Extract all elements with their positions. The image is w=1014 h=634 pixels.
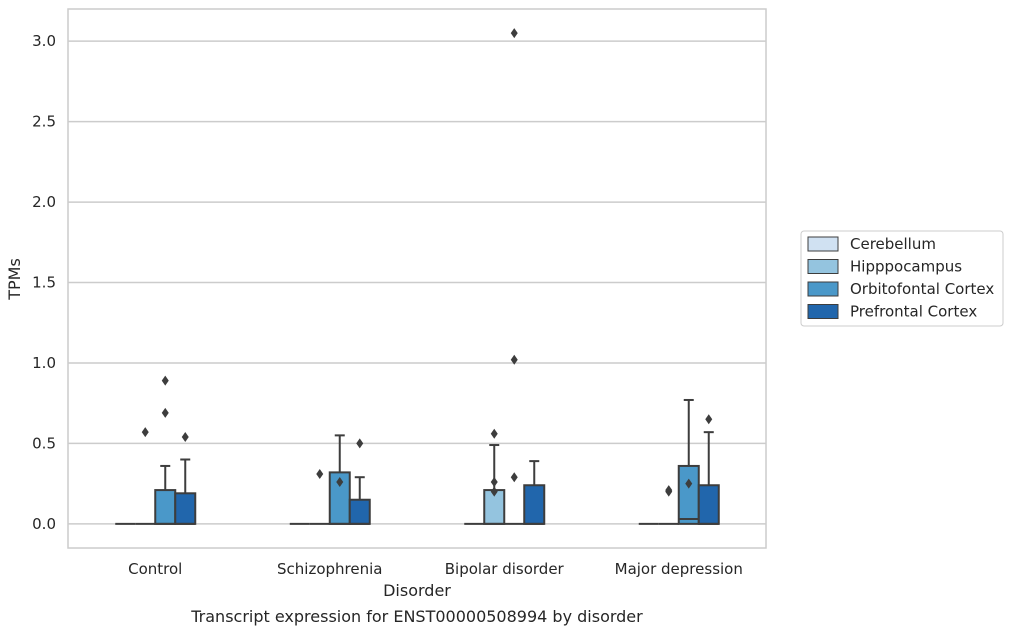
y-tick-label: 2.5: [32, 113, 56, 131]
x-tick-label: Major depression: [615, 560, 743, 578]
outlier-point: [490, 477, 498, 488]
box-body: [348, 498, 371, 525]
legend-label: Cerebellum: [850, 235, 936, 253]
legend-frame: [800, 230, 1004, 327]
legend-label: Orbitofontal Cortex: [850, 280, 994, 298]
box: [483, 428, 506, 525]
gridlines: [68, 40, 766, 525]
outlier-point: [510, 472, 518, 483]
outlier-point: [490, 428, 498, 439]
box: [697, 414, 720, 525]
y-tick-label: 3.0: [32, 32, 56, 50]
x-axis-ticks: Control Schizophrenia Bipolar disorder Majo…: [128, 560, 743, 578]
outlier-point: [181, 431, 189, 442]
outlier-point: [356, 438, 364, 449]
box: [504, 28, 525, 525]
y-tick-label: 0.0: [32, 515, 56, 533]
y-axis-ticks: 0.0 0.5 1.0 1.5 2.0 2.5 3.0: [32, 32, 56, 533]
y-tick-label: 1.5: [32, 274, 56, 292]
legend-swatch: [807, 281, 839, 297]
x-tick-label: Bipolar disorder: [445, 560, 565, 578]
box-body: [697, 484, 720, 525]
chart-caption: Transcript expression for ENST0000050899…: [190, 607, 643, 626]
x-tick-label: Control: [128, 560, 182, 578]
series-group: [135, 427, 679, 525]
outlier-point: [665, 485, 673, 496]
outlier-point: [316, 468, 324, 479]
box: [677, 398, 700, 525]
legend-label: Hipppocampus: [850, 258, 962, 276]
box: [309, 468, 330, 525]
legend: Cerebellum Hipppocampus Orbitofontal Corte…: [800, 230, 1004, 327]
box: [348, 438, 371, 525]
series-group: [174, 414, 720, 525]
outlier-point: [161, 375, 169, 386]
box: [328, 434, 351, 525]
legend-label: Prefrontal Cortex: [850, 303, 977, 321]
box: [523, 460, 546, 525]
x-axis-label: Disorder: [383, 581, 451, 600]
y-tick-label: 1.0: [32, 354, 56, 372]
legend-swatch: [807, 236, 839, 252]
box: [658, 485, 679, 525]
box-body: [677, 464, 700, 525]
outlier-point: [685, 478, 693, 489]
outlier-point: [510, 354, 518, 365]
box-series: [115, 28, 720, 525]
box-body: [174, 492, 197, 525]
plot-frame: [67, 8, 767, 549]
y-axis-label: TPMs: [5, 258, 24, 301]
box: [135, 427, 156, 525]
box-body: [523, 484, 546, 525]
box: [174, 431, 197, 525]
outlier-point: [336, 477, 344, 488]
outlier-point: [141, 427, 149, 438]
outlier-point: [490, 486, 498, 497]
outlier-point: [705, 414, 713, 425]
series-group: [154, 28, 700, 525]
outlier-point: [510, 28, 518, 39]
box-body: [154, 489, 177, 525]
x-tick-label: Schizophrenia: [277, 560, 382, 578]
legend-swatch: [807, 304, 839, 319]
outlier-point: [161, 407, 169, 418]
legend-swatch: [807, 259, 839, 274]
box: [154, 375, 177, 525]
y-tick-label: 0.5: [32, 434, 56, 452]
y-tick-label: 2.0: [32, 193, 56, 211]
